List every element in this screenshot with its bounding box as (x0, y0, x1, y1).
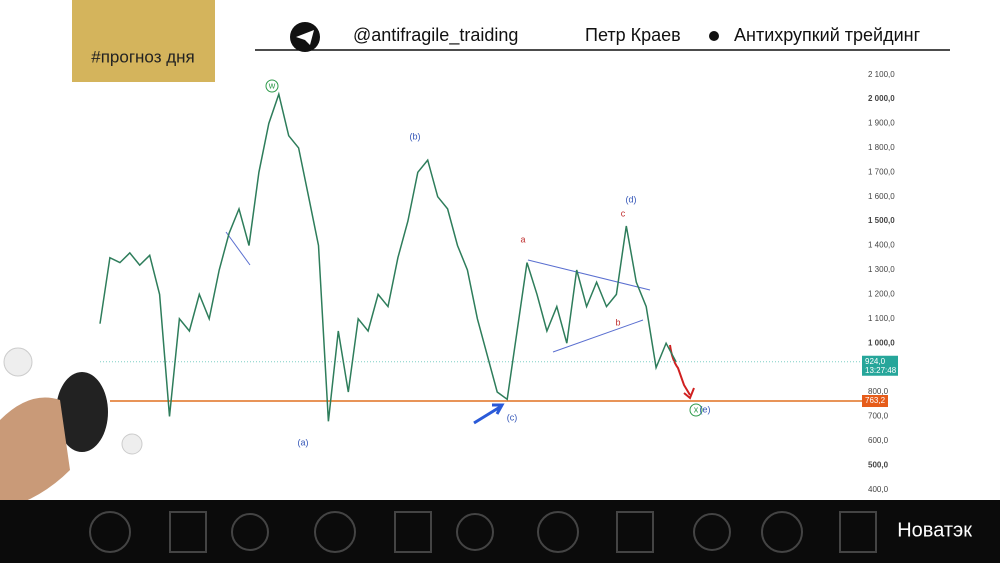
wave-label: (d) (626, 194, 637, 204)
wave-label: (e) (700, 404, 711, 414)
y-tick-label: 2 100,0 (868, 70, 895, 79)
wave-label: w (268, 80, 276, 90)
wave-label: x (694, 404, 699, 414)
last-price-time: 13:27:48 (865, 366, 897, 375)
mouse (56, 372, 108, 452)
telegram-plane (296, 30, 314, 45)
y-tick-label: 1 000,0 (868, 338, 895, 347)
plot: 2 100,0 2 000,0 1 900,0 1 800,0 1 700,0 1 600… (99, 70, 898, 494)
y-tick-label: 600,0 (868, 436, 889, 445)
y-tick-label: 1 900,0 (868, 119, 895, 128)
wave-label: a (520, 234, 525, 244)
blue-arrow (473, 403, 505, 425)
wave-label: c (621, 208, 626, 218)
y-tick-label: 1 100,0 (868, 314, 895, 323)
y-tick-label: 1 200,0 (868, 289, 895, 298)
hand (0, 397, 70, 510)
forecast-arrow (669, 344, 691, 396)
last-price-label: 924,0 (865, 357, 886, 366)
pearl (3, 347, 33, 377)
ticker-name: Новатэк (897, 519, 972, 541)
y-tick-label: 400,0 (868, 485, 889, 494)
y-tick-label: 1 700,0 (868, 167, 895, 176)
wave-label: b (615, 317, 620, 327)
annotation-ring (689, 403, 703, 417)
wave-label: (a) (298, 437, 309, 447)
y-tick-label: 1 800,0 (868, 143, 895, 152)
triangle-upper (527, 259, 651, 291)
y-tick-label: 1 600,0 (868, 192, 895, 201)
tag-box (72, 0, 215, 82)
y-tick-label: 500,0 (868, 460, 889, 469)
tag: #прогноз дня (91, 47, 194, 66)
wave-label: (c) (507, 412, 518, 422)
level-label: 763,2 (865, 396, 886, 405)
annotation-ring (265, 79, 279, 93)
brand: Антихрупкий трейдинг (734, 25, 921, 45)
triangle-lower (552, 319, 644, 353)
wave-label: (b) (410, 131, 421, 141)
channel (225, 231, 251, 266)
price-line (99, 91, 677, 422)
y-tick-label: 1 300,0 (868, 265, 895, 274)
y-tick-label: 1 500,0 (868, 216, 895, 225)
forecast-arrowhead (683, 387, 695, 400)
author: Петр Краев (585, 25, 681, 45)
y-tick-label: 700,0 (868, 412, 889, 421)
y-tick-label: 1 400,0 (868, 241, 895, 250)
y-tick-label: 800,0 (868, 387, 889, 396)
handle: @antifragile_traiding (353, 25, 518, 46)
level-box (862, 395, 888, 408)
last-price-box (862, 355, 898, 376)
separator (709, 31, 719, 41)
pearl (121, 433, 143, 455)
footer (0, 500, 1000, 563)
y-tick-label: 2 000,0 (868, 94, 895, 103)
footer-logos (89, 511, 877, 553)
